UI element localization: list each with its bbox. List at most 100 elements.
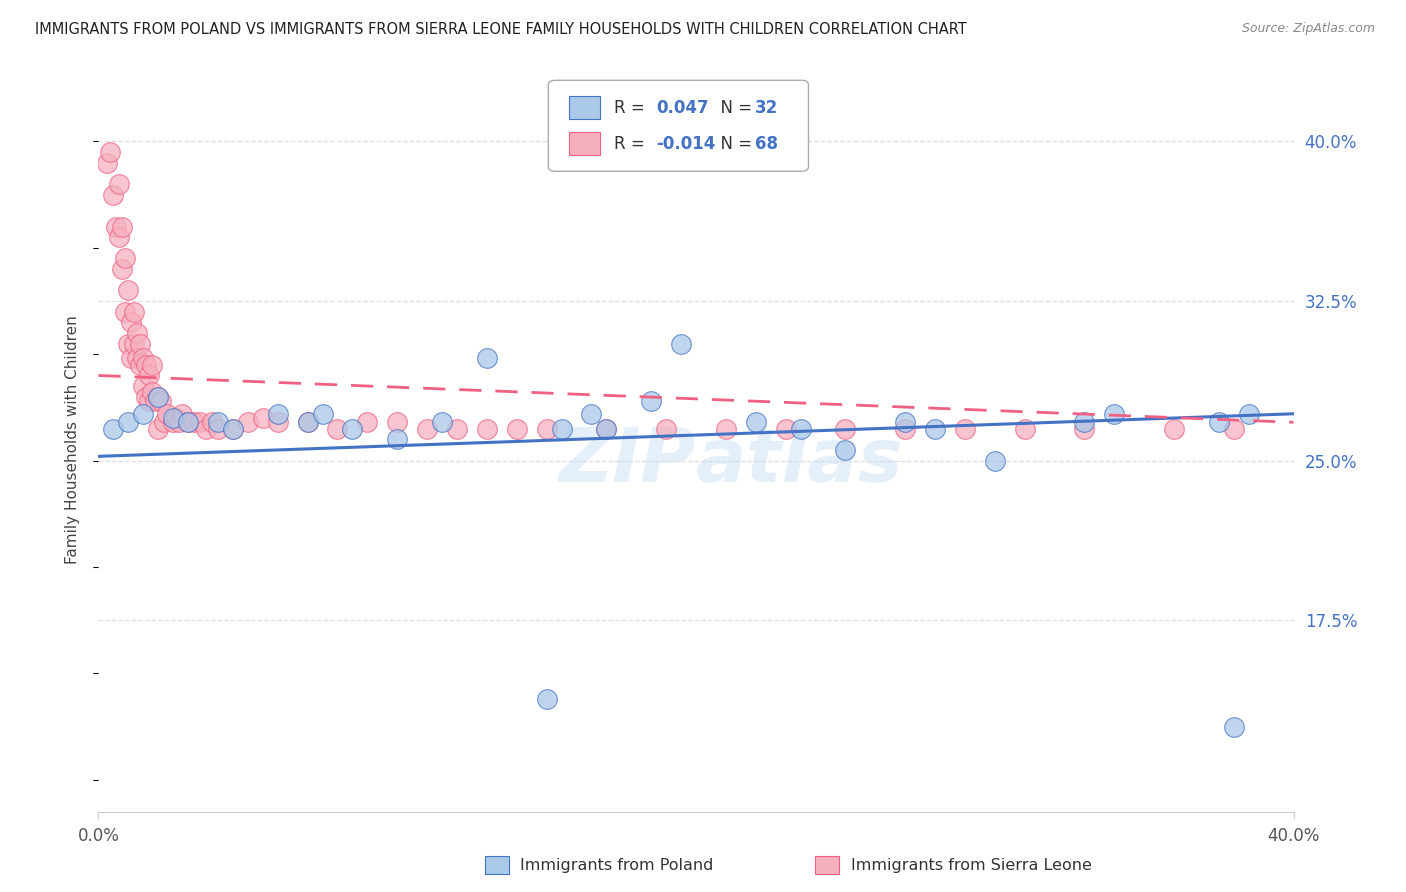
Point: [167, 415, 190, 429]
Point: [669, 336, 692, 351]
Point: [120, 351, 142, 366]
Point: [132, 351, 155, 366]
Point: [1014, 422, 1036, 436]
Point: [430, 415, 453, 429]
Text: R =: R =: [614, 135, 651, 153]
Point: [789, 422, 811, 436]
Point: [127, 351, 149, 366]
Point: [141, 358, 163, 372]
Point: [177, 415, 200, 429]
Point: [177, 415, 200, 429]
Point: [595, 422, 617, 436]
Point: [132, 379, 155, 393]
Text: -0.014: -0.014: [657, 135, 716, 153]
Point: [105, 219, 128, 234]
Point: [297, 415, 319, 429]
Point: [894, 422, 917, 436]
Point: [311, 407, 333, 421]
Point: [222, 422, 245, 436]
Text: R =: R =: [614, 99, 651, 117]
Point: [475, 351, 498, 366]
Y-axis label: Family Households with Children: Family Households with Children: [65, 315, 80, 564]
Point: [138, 368, 160, 383]
Point: [148, 390, 170, 404]
Text: N =: N =: [710, 99, 758, 117]
Point: [153, 415, 176, 429]
Point: [127, 326, 149, 340]
Point: [103, 422, 125, 436]
Point: [385, 415, 409, 429]
Point: [267, 415, 290, 429]
Point: [1208, 415, 1230, 429]
Point: [117, 284, 139, 298]
Point: [655, 422, 678, 436]
Point: [953, 422, 976, 436]
Point: [120, 315, 142, 329]
Point: [132, 407, 155, 421]
Point: [326, 422, 349, 436]
Point: [640, 394, 662, 409]
Point: [162, 411, 184, 425]
Point: [356, 415, 378, 429]
Point: [984, 453, 1007, 467]
Point: [135, 390, 157, 404]
Point: [222, 422, 245, 436]
Point: [1073, 415, 1095, 429]
Point: [108, 177, 131, 191]
Point: [117, 336, 139, 351]
Point: [111, 262, 134, 277]
Point: [150, 394, 173, 409]
Point: [385, 433, 409, 447]
Point: [114, 252, 136, 266]
Point: [129, 336, 152, 351]
Point: [1163, 422, 1185, 436]
Text: Source: ZipAtlas.com: Source: ZipAtlas.com: [1241, 22, 1375, 36]
Text: Immigrants from Sierra Leone: Immigrants from Sierra Leone: [851, 858, 1091, 872]
Point: [165, 411, 187, 425]
Point: [1223, 422, 1246, 436]
Point: [98, 145, 122, 159]
Point: [148, 422, 170, 436]
Text: 0.047: 0.047: [657, 99, 709, 117]
Point: [894, 415, 917, 429]
Point: [446, 422, 468, 436]
Point: [595, 422, 617, 436]
Point: [124, 304, 146, 318]
Point: [103, 187, 125, 202]
Point: [96, 155, 118, 169]
Point: [135, 358, 157, 372]
Point: [745, 415, 768, 429]
Point: [183, 415, 205, 429]
Point: [1237, 407, 1260, 421]
Point: [834, 422, 856, 436]
Point: [236, 415, 259, 429]
Text: ZIP: ZIP: [558, 425, 696, 498]
Point: [172, 407, 194, 421]
Point: [550, 422, 572, 436]
Point: [156, 407, 179, 421]
Text: IMMIGRANTS FROM POLAND VS IMMIGRANTS FROM SIERRA LEONE FAMILY HOUSEHOLDS WITH CH: IMMIGRANTS FROM POLAND VS IMMIGRANTS FRO…: [35, 22, 967, 37]
Point: [143, 394, 166, 409]
Point: [581, 407, 603, 421]
Point: [124, 336, 146, 351]
Point: [536, 692, 558, 706]
Text: atlas: atlas: [696, 425, 904, 498]
Point: [207, 422, 229, 436]
Point: [775, 422, 797, 436]
Point: [252, 411, 274, 425]
Point: [297, 415, 319, 429]
Point: [1073, 422, 1095, 436]
Point: [714, 422, 737, 436]
Point: [141, 385, 163, 400]
Text: N =: N =: [710, 135, 758, 153]
Point: [342, 422, 364, 436]
Point: [924, 422, 946, 436]
Point: [475, 422, 498, 436]
Point: [138, 394, 160, 409]
Point: [1223, 720, 1246, 734]
Text: 32: 32: [755, 99, 779, 117]
Point: [416, 422, 439, 436]
Point: [1104, 407, 1126, 421]
Point: [188, 415, 211, 429]
Point: [114, 304, 136, 318]
